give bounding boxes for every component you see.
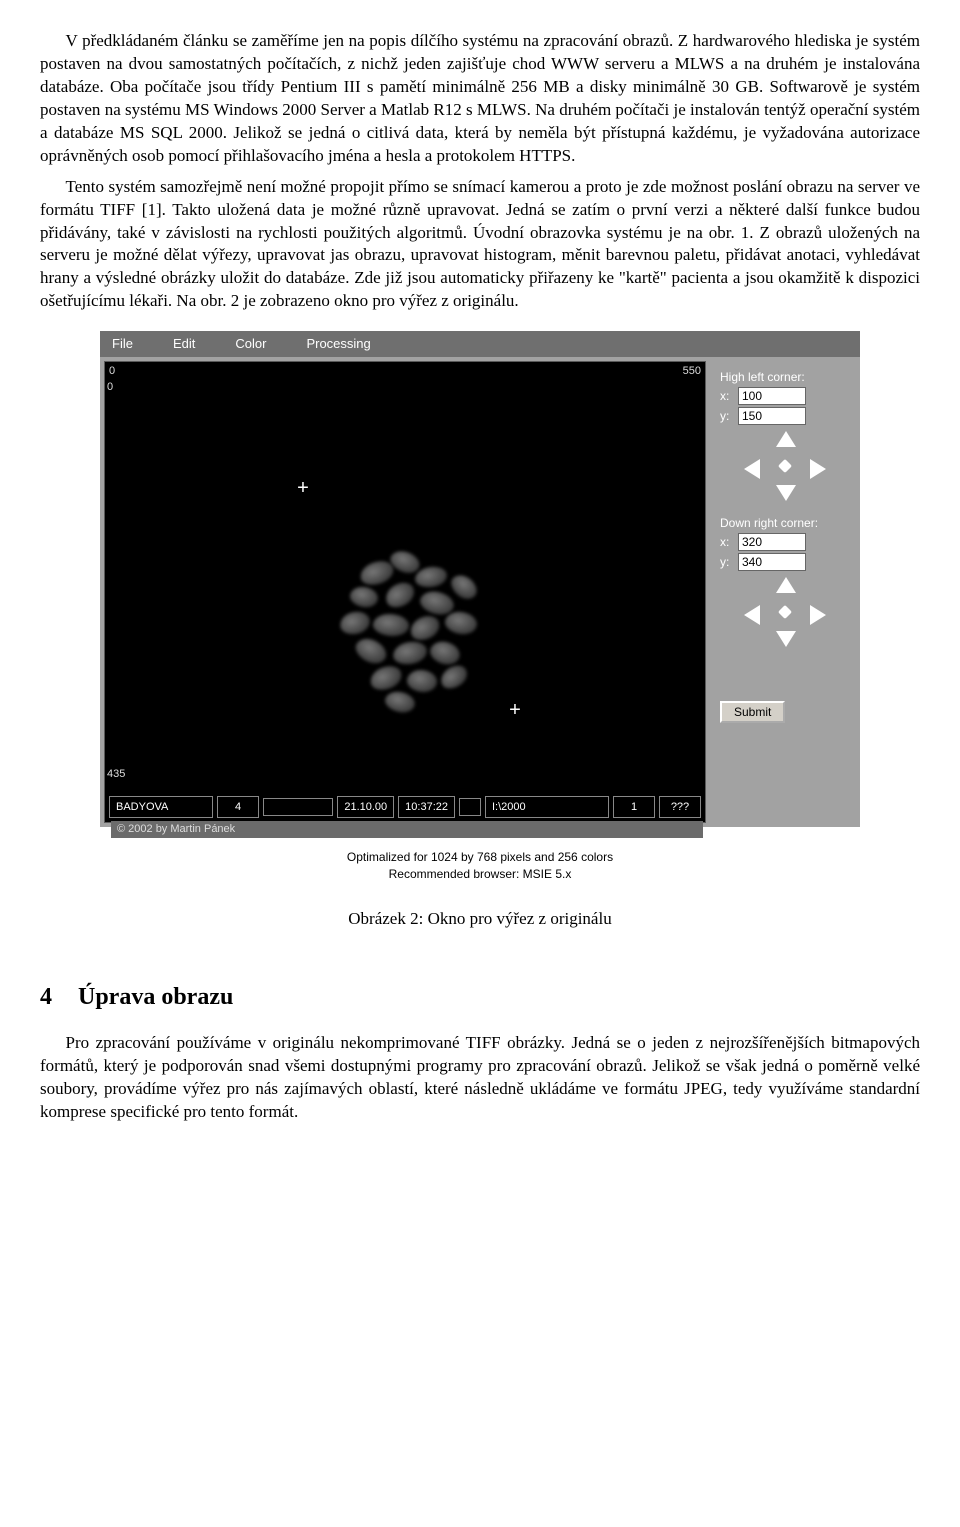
section-heading: 4 Úprava obrazu [40, 981, 920, 1013]
chromosome-blob [414, 565, 448, 589]
paragraph-1: V předkládaném článku se zaměříme jen na… [40, 30, 920, 168]
footer-line-2: Recommended browser: MSIE 5.x [100, 866, 860, 883]
ruler-top-left: 0 [109, 364, 115, 379]
figure-footer: Optimalized for 1024 by 768 pixels and 2… [100, 849, 860, 883]
chromosome-blob [372, 612, 410, 637]
arrow-right-icon[interactable] [810, 605, 826, 625]
chromosome-blob [427, 638, 462, 668]
dpad-center-icon[interactable] [778, 459, 792, 473]
arrow-down-icon[interactable] [776, 631, 796, 647]
menu-color[interactable]: Color [235, 335, 266, 353]
arrow-right-icon[interactable] [810, 459, 826, 479]
status-n3: ??? [659, 796, 701, 818]
input-hl-x[interactable] [738, 387, 806, 405]
chromosome-blob [367, 662, 405, 694]
section-title: Úprava obrazu [78, 984, 233, 1010]
label-high-left: High left corner: [720, 369, 850, 385]
ruler-top: 0 550 [109, 364, 701, 379]
chromosome-blob [437, 661, 471, 693]
figure-caption: Obrázek 2: Okno pro výřez z originálu [100, 908, 860, 931]
arrow-up-icon[interactable] [776, 577, 796, 593]
status-n2: 1 [613, 796, 655, 818]
chromosome-blob [391, 639, 428, 667]
input-hl-y[interactable] [738, 407, 806, 425]
image-canvas[interactable]: 0 550 0 435 BADYOVA 4 21.10.00 10:37:22 … [104, 361, 706, 823]
chromosome-blob [383, 688, 417, 715]
label-down-right: Down right corner: [720, 515, 850, 531]
dpad-down-right [740, 577, 830, 647]
side-panel: High left corner: x: y: Down right corne [710, 357, 860, 827]
submit-button[interactable]: Submit [720, 701, 785, 723]
chromosome-cluster [295, 522, 525, 732]
ruler-left: 0 435 [107, 380, 129, 782]
chromosome-blob [348, 584, 380, 609]
dpad-high-left [740, 431, 830, 501]
paragraph-2: Tento systém samozřejmě není možné propo… [40, 176, 920, 314]
status-time: 10:37:22 [398, 796, 455, 818]
status-bar: BADYOVA 4 21.10.00 10:37:22 I:\2000 1 ??… [109, 796, 701, 818]
chromosome-blob [447, 570, 481, 603]
label-y: y: [720, 408, 734, 424]
arrow-up-icon[interactable] [776, 431, 796, 447]
status-n1: 4 [217, 796, 259, 818]
ruler-left-top: 0 [107, 380, 129, 395]
label-y2: y: [720, 554, 734, 570]
arrow-left-icon[interactable] [744, 459, 760, 479]
chromosome-blob [443, 609, 478, 636]
input-dr-x[interactable] [738, 533, 806, 551]
ruler-top-right: 550 [683, 364, 701, 379]
menu-edit[interactable]: Edit [173, 335, 195, 353]
arrow-down-icon[interactable] [776, 485, 796, 501]
chromosome-blob [406, 668, 439, 694]
footer-line-1: Optimalized for 1024 by 768 pixels and 2… [100, 849, 860, 866]
dpad-center-icon[interactable] [778, 605, 792, 619]
label-x: x: [720, 388, 734, 404]
paragraph-3: Pro zpracování používáme v originálu nek… [40, 1032, 920, 1124]
status-patient: BADYOVA [109, 796, 213, 818]
label-x2: x: [720, 534, 734, 550]
chromosome-blob [338, 609, 372, 637]
menubar: File Edit Color Processing [100, 331, 860, 357]
section-number: 4 [40, 981, 72, 1013]
chromosome-blob [352, 634, 391, 668]
figure-2: File Edit Color Processing 0 550 0 435 B… [100, 331, 860, 931]
chromosome-blob [407, 611, 443, 644]
app-window: File Edit Color Processing 0 550 0 435 B… [100, 331, 860, 827]
ruler-left-bottom: 435 [107, 767, 129, 782]
status-blank [263, 798, 333, 816]
status-date: 21.10.00 [337, 796, 394, 818]
menu-file[interactable]: File [112, 335, 133, 353]
status-blank2 [459, 798, 481, 816]
arrow-left-icon[interactable] [744, 605, 760, 625]
menu-processing[interactable]: Processing [306, 335, 370, 353]
chromosome-blob [382, 578, 419, 612]
input-dr-y[interactable] [738, 553, 806, 571]
copyright: © 2002 by Martin Pánek [111, 821, 703, 838]
status-path: I:\2000 [485, 796, 609, 818]
crosshair-icon[interactable] [295, 482, 311, 498]
